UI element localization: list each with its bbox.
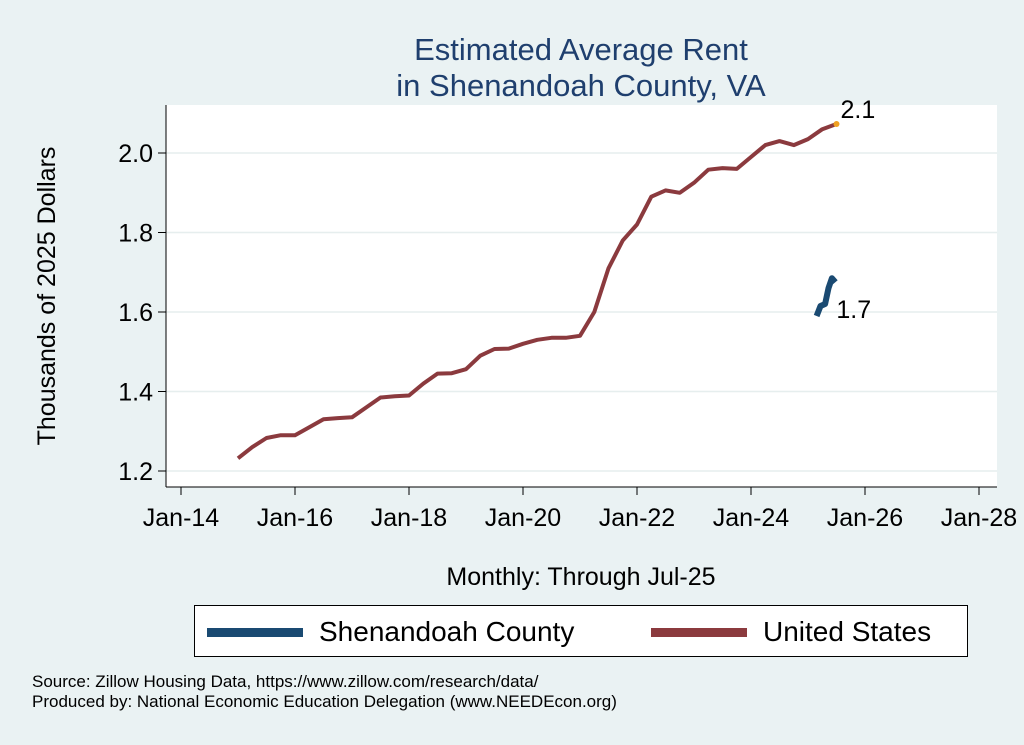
legend-swatch-united-states: [651, 627, 747, 637]
y-tick-label: 1.4: [118, 379, 153, 407]
x-tick-label: Jan-26: [827, 504, 903, 532]
x-tick-label: Jan-24: [713, 504, 790, 532]
x-tick-label: Jan-20: [485, 504, 561, 532]
plot-area: [166, 105, 997, 487]
series-line-shenandoah: [813, 275, 838, 318]
x-tick-label: Jan-28: [941, 504, 1017, 532]
y-tick-label: 1.6: [118, 299, 153, 327]
legend-label-united-states: United States: [763, 616, 932, 647]
legend-swatch-shenandoah: [207, 627, 303, 637]
x-tick-label: Jan-14: [143, 504, 220, 532]
x-axis-title: Monthly: Through Jul-25: [446, 563, 715, 591]
us-end-marker: [833, 120, 840, 127]
gridlines: [166, 152, 997, 472]
chart-title-line1: Estimated Average Rent: [414, 32, 748, 67]
us-end-label: 2.1: [841, 96, 876, 124]
series-layer: [236, 120, 840, 460]
series-line-united-states: [236, 122, 838, 460]
labels-layer: 1.2 1.4 1.6 1.8 2.0 Jan-14 Jan-16 Jan-18 Jan-20 J…: [118, 96, 1017, 532]
shenandoah-end-label: 1.7: [836, 296, 871, 324]
legend-label-shenandoah: Shenandoah County: [319, 616, 575, 647]
x-tick-label: Jan-16: [257, 504, 333, 532]
legend-item-united-states: United States: [651, 606, 931, 658]
y-axis-title: Thousands of 2025 Dollars: [33, 147, 61, 446]
legend: Shenandoah County United States: [194, 605, 968, 657]
y-tick-label: 1.8: [118, 220, 153, 248]
axes: [158, 105, 997, 495]
y-tick-label: 1.2: [118, 458, 153, 486]
x-tick-label: Jan-22: [599, 504, 675, 532]
chart-title-line2: in Shenandoah County, VA: [396, 68, 766, 103]
legend-item-shenandoah: Shenandoah County: [207, 606, 574, 658]
x-tick-label: Jan-18: [371, 504, 447, 532]
source-note: Source: Zillow Housing Data, https://www…: [32, 672, 539, 691]
y-tick-label: 2.0: [118, 140, 153, 168]
producer-note: Produced by: National Economic Education…: [32, 692, 617, 711]
